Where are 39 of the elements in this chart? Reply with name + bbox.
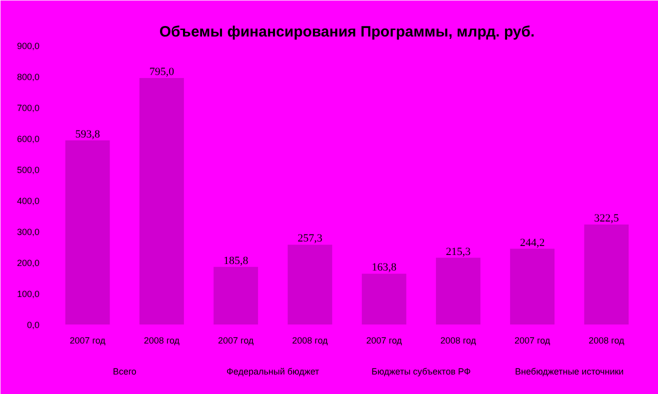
y-tick-label: 900,0 [16,41,40,51]
bar [436,258,480,324]
text: Федеральный бюджет [226,366,320,376]
y-tick-label: 600,0 [16,134,40,144]
data-label: 257,3 [298,232,323,245]
data-label: 244,2 [520,236,545,249]
bar [288,244,332,324]
x-tick-label: 2007 год [366,336,403,346]
x-tick-label: 2007 год [70,336,106,346]
data-label: 215,3 [446,246,472,258]
data-label: 163,8 [372,262,397,274]
y-tick-label: 700,0 [16,103,40,113]
bar [584,224,629,324]
y-tick-label: 800,0 [16,72,40,82]
chart-title: Объемы финансирования Программы, млрд. руб. [159,24,535,40]
y-tick-label: 500,0 [16,165,40,175]
data-label: 185,8 [223,254,249,267]
bar [214,266,258,324]
data-label: 795,0 [149,66,175,78]
bar [139,78,184,324]
x-tick-label: 2008 год [144,336,180,346]
text: Всего [112,366,136,376]
data-label: 593,8 [75,128,100,140]
y-tick-label: 400,0 [16,196,40,206]
x-tick-label: 2007 год [218,336,254,346]
bar [510,248,555,324]
y-tick-label: 200,0 [16,258,40,268]
text: Внебюджетные источники [515,366,624,376]
y-tick-label: 0,0 [26,320,40,330]
x-tick-label: 2007 год [514,336,551,346]
x-tick-label: 2008 год [440,336,477,346]
data-label: 322,5 [594,212,620,225]
x-tick-label: 2008 год [292,336,329,346]
bar [65,140,110,324]
bar [362,274,406,324]
y-tick-label: 100,0 [16,289,40,299]
y-tick-label: 300,0 [16,227,40,237]
text: Бюджеты субъектов РФ [372,366,471,376]
x-tick-label: 2008 год [588,336,626,346]
